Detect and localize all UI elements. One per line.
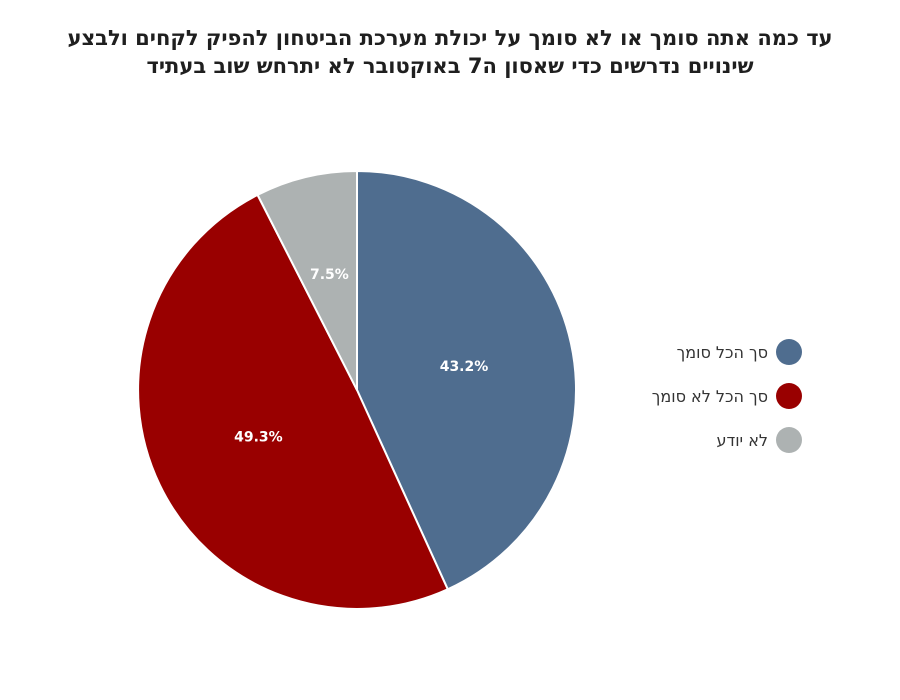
pie-slice-labels: 43.2% 49.3% 7.5% [234, 267, 488, 446]
legend-swatch-distrust [776, 383, 802, 409]
pie-slice-dont-know[interactable] [256, 170, 358, 391]
legend-label-dont-know: לא יודע [716, 430, 768, 450]
legend-item-trust[interactable]: סך הכל סומך [502, 330, 802, 374]
legend-label-trust: סך הכל סומך [676, 342, 768, 362]
legend-item-distrust[interactable]: סך הכל לא סומך [502, 374, 802, 418]
legend-item-dont-know[interactable]: לא יודע [502, 418, 802, 462]
chart-title-line-2: שינויים נדרשים כדי שאסון ה7 באוקטובר לא … [146, 54, 754, 78]
pie-slice-trust[interactable] [356, 170, 577, 591]
pie-slices [137, 170, 577, 610]
legend-swatch-trust [776, 339, 802, 365]
legend-swatch-dont-know [776, 427, 802, 453]
legend-label-distrust: סך הכל לא סומך [651, 386, 768, 406]
pie-label-dont-know: 7.5% [310, 267, 349, 283]
chart-title-line-1: עד כמה אתה סומך או לא סומך על יכולת מערכ… [67, 26, 833, 50]
chart-legend: סך הכל סומך סך הכל לא סומך לא יודע [502, 330, 802, 462]
pie-slice-distrust[interactable] [137, 193, 449, 610]
chart-title: עד כמה אתה סומך או לא סומך על יכולת מערכ… [40, 24, 860, 80]
pie-label-distrust: 49.3% [234, 430, 283, 446]
pie-label-trust: 43.2% [440, 359, 489, 375]
